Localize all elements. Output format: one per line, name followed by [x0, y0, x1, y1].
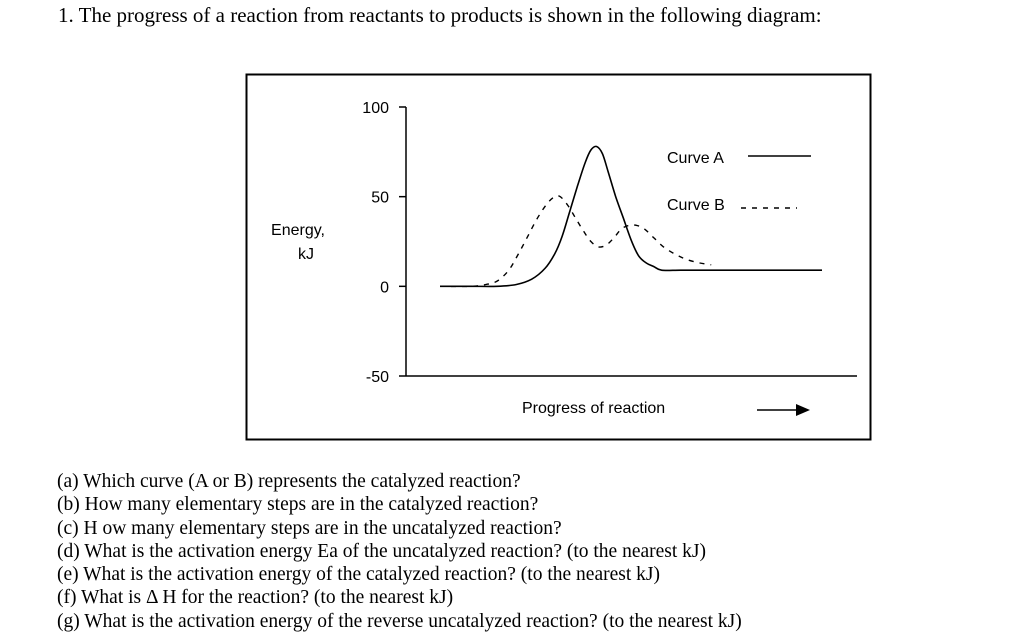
question-item: (e) What is the activation energy of the… — [57, 564, 660, 586]
legend: Curve A Curve B — [667, 150, 811, 214]
question-title: 1. The progress of a reaction from react… — [58, 3, 822, 27]
question-item: (g) What is the activation energy of the… — [57, 610, 742, 632]
y-tick-label: -50 — [366, 369, 389, 386]
question-item: (d) What is the activation energy Ea of … — [57, 540, 707, 562]
series-layer — [439, 145, 822, 288]
question-item: (b) How many elementary steps are in the… — [57, 494, 539, 516]
question-list: (a) Which curve (A or B) represents the … — [57, 470, 742, 633]
y-tick-label: 0 — [380, 279, 389, 296]
y-tick-label: 50 — [371, 190, 389, 207]
question-item: (f) What is Δ H for the reaction? (to th… — [57, 587, 454, 609]
legend-label-curve-b: Curve B — [667, 197, 725, 214]
legend-label-curve-a: Curve A — [667, 150, 724, 167]
chart-frame — [245, 73, 872, 441]
y-axis-label-line2: kJ — [298, 246, 314, 263]
question-item: (a) Which curve (A or B) represents the … — [57, 471, 521, 492]
x-axis-label: Progress of reaction — [522, 400, 665, 417]
question-item: (c) H ow many elementary steps are in th… — [57, 517, 562, 539]
y-axis-label-line1: Energy, — [271, 222, 325, 239]
curve-a-line — [440, 145, 822, 288]
x-axis-arrow — [757, 404, 810, 416]
arrow-head — [796, 404, 810, 416]
y-tick-label: 100 — [362, 100, 389, 117]
y-ticks: 100 50 0 -50 — [362, 100, 406, 386]
